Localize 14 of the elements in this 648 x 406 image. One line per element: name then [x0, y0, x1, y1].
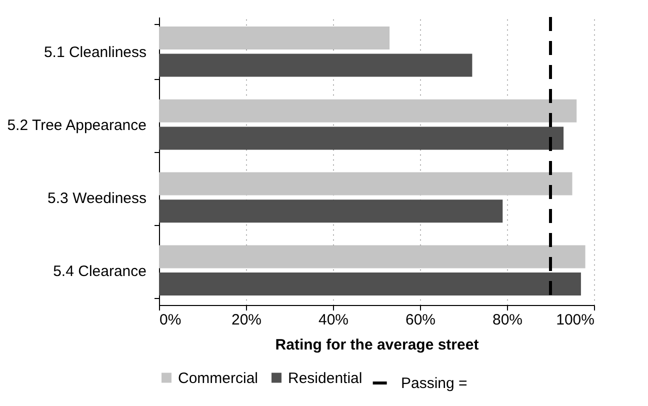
- x-tick-label: 20%: [231, 312, 262, 328]
- y-tick-label: 5.1 Cleanliness: [44, 44, 146, 62]
- legend-label: Commercial: [178, 370, 258, 387]
- x-tick-label: 60%: [405, 312, 436, 328]
- y-tick-label: 5.2 Tree Appearance: [7, 117, 146, 134]
- x-tick-label: 0%: [160, 312, 182, 328]
- x-tick-label: 100%: [556, 312, 594, 328]
- x-axis-title: Rating for the average street: [275, 336, 479, 354]
- legend-label: Passing =: [401, 375, 468, 392]
- legend-label: Residential: [288, 370, 362, 387]
- y-tick-label: 5.4 Clearance: [53, 262, 146, 280]
- x-tick-label: 40%: [318, 312, 349, 328]
- x-tick-label: 80%: [492, 312, 523, 328]
- y-tick-label: 5.3 Weediness: [48, 190, 146, 207]
